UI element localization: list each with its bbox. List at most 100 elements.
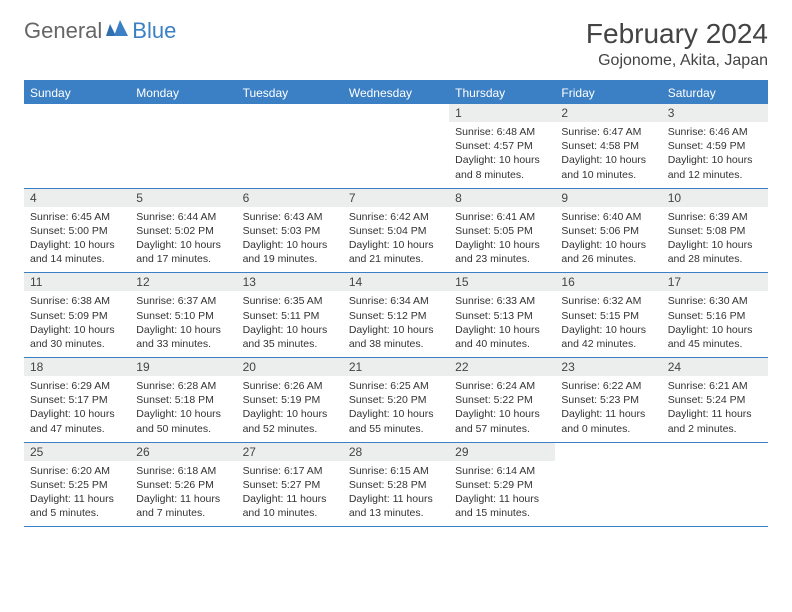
daylight-text: Daylight: 10 hours and 42 minutes.: [561, 323, 655, 351]
sunrise-text: Sunrise: 6:32 AM: [561, 294, 655, 308]
logo: General Blue: [24, 18, 176, 44]
day-header-saturday: Saturday: [662, 82, 768, 104]
sunrise-text: Sunrise: 6:29 AM: [30, 379, 124, 393]
day-details: Sunrise: 6:24 AMSunset: 5:22 PMDaylight:…: [449, 379, 555, 436]
daylight-text: Daylight: 10 hours and 8 minutes.: [455, 153, 549, 181]
sunrise-text: Sunrise: 6:15 AM: [349, 464, 443, 478]
day-details: Sunrise: 6:28 AMSunset: 5:18 PMDaylight:…: [130, 379, 236, 436]
calendar-cell: 27Sunrise: 6:17 AMSunset: 5:27 PMDayligh…: [237, 443, 343, 527]
sunrise-text: Sunrise: 6:30 AM: [668, 294, 762, 308]
day-number: [343, 104, 449, 108]
day-header-tuesday: Tuesday: [237, 82, 343, 104]
sunrise-text: Sunrise: 6:38 AM: [30, 294, 124, 308]
sunset-text: Sunset: 5:06 PM: [561, 224, 655, 238]
day-details: Sunrise: 6:47 AMSunset: 4:58 PMDaylight:…: [555, 125, 661, 182]
daylight-text: Daylight: 10 hours and 40 minutes.: [455, 323, 549, 351]
sunset-text: Sunset: 5:28 PM: [349, 478, 443, 492]
sunset-text: Sunset: 5:17 PM: [30, 393, 124, 407]
day-number: 19: [130, 358, 236, 376]
day-details: Sunrise: 6:46 AMSunset: 4:59 PMDaylight:…: [662, 125, 768, 182]
day-number: 1: [449, 104, 555, 122]
calendar-cell: 13Sunrise: 6:35 AMSunset: 5:11 PMDayligh…: [237, 273, 343, 357]
daylight-text: Daylight: 10 hours and 17 minutes.: [136, 238, 230, 266]
daylight-text: Daylight: 11 hours and 15 minutes.: [455, 492, 549, 520]
sunrise-text: Sunrise: 6:24 AM: [455, 379, 549, 393]
daylight-text: Daylight: 10 hours and 57 minutes.: [455, 407, 549, 435]
calendar-cell: [555, 443, 661, 527]
day-number: 16: [555, 273, 661, 291]
day-number: 4: [24, 189, 130, 207]
calendar-cell: 19 Sunrise: 6:28 AMSunset: 5:18 PMDayligh…: [130, 358, 236, 442]
day-header-friday: Friday: [555, 82, 661, 104]
sunset-text: Sunset: 5:04 PM: [349, 224, 443, 238]
day-number: 10: [662, 189, 768, 207]
day-details: Sunrise: 6:22 AMSunset: 5:23 PMDaylight:…: [555, 379, 661, 436]
sunset-text: Sunset: 5:00 PM: [30, 224, 124, 238]
daylight-text: Daylight: 10 hours and 23 minutes.: [455, 238, 549, 266]
calendar-body: 1Sunrise: 6:48 AMSunset: 4:57 PMDaylight…: [24, 104, 768, 527]
day-number: 22: [449, 358, 555, 376]
day-number: [662, 443, 768, 447]
day-number: 3: [662, 104, 768, 122]
day-details: Sunrise: 6:42 AMSunset: 5:04 PMDaylight:…: [343, 210, 449, 267]
sunset-text: Sunset: 5:03 PM: [243, 224, 337, 238]
sunset-text: Sunset: 5:02 PM: [136, 224, 230, 238]
calendar-cell: 15Sunrise: 6:33 AMSunset: 5:13 PMDayligh…: [449, 273, 555, 357]
sunrise-text: Sunrise: 6:21 AM: [668, 379, 762, 393]
sunset-text: Sunset: 5:13 PM: [455, 309, 549, 323]
calendar-cell: 4Sunrise: 6:45 AMSunset: 5:00 PMDaylight…: [24, 189, 130, 273]
sunrise-text: Sunrise: 6:41 AM: [455, 210, 549, 224]
day-number: 24: [662, 358, 768, 376]
calendar-cell: [24, 104, 130, 188]
daylight-text: Daylight: 10 hours and 55 minutes.: [349, 407, 443, 435]
calendar-week: 11Sunrise: 6:38 AMSunset: 5:09 PMDayligh…: [24, 273, 768, 358]
day-number: [130, 104, 236, 108]
sunset-text: Sunset: 5:19 PM: [243, 393, 337, 407]
daylight-text: Daylight: 10 hours and 14 minutes.: [30, 238, 124, 266]
calendar-cell: 2 Sunrise: 6:47 AMSunset: 4:58 PMDaylight…: [555, 104, 661, 188]
day-details: Sunrise: 6:20 AMSunset: 5:25 PMDaylight:…: [24, 464, 130, 521]
month-title: February 2024: [586, 18, 768, 50]
calendar-cell: 26Sunrise: 6:18 AMSunset: 5:26 PMDayligh…: [130, 443, 236, 527]
daylight-text: Daylight: 11 hours and 13 minutes.: [349, 492, 443, 520]
sunset-text: Sunset: 5:23 PM: [561, 393, 655, 407]
sunrise-text: Sunrise: 6:37 AM: [136, 294, 230, 308]
sunrise-text: Sunrise: 6:18 AM: [136, 464, 230, 478]
page-header: General Blue February 2024 Gojonome, Aki…: [24, 18, 768, 70]
day-number: [555, 443, 661, 447]
sunset-text: Sunset: 5:24 PM: [668, 393, 762, 407]
sunrise-text: Sunrise: 6:22 AM: [561, 379, 655, 393]
sunrise-text: Sunrise: 6:46 AM: [668, 125, 762, 139]
daylight-text: Daylight: 10 hours and 21 minutes.: [349, 238, 443, 266]
calendar-cell: 12Sunrise: 6:37 AMSunset: 5:10 PMDayligh…: [130, 273, 236, 357]
calendar-cell: 1Sunrise: 6:48 AMSunset: 4:57 PMDaylight…: [449, 104, 555, 188]
calendar-cell: 28Sunrise: 6:15 AMSunset: 5:28 PMDayligh…: [343, 443, 449, 527]
daylight-text: Daylight: 10 hours and 19 minutes.: [243, 238, 337, 266]
day-details: Sunrise: 6:33 AMSunset: 5:13 PMDaylight:…: [449, 294, 555, 351]
day-details: Sunrise: 6:30 AMSunset: 5:16 PMDaylight:…: [662, 294, 768, 351]
day-number: 6: [237, 189, 343, 207]
calendar-cell: [343, 104, 449, 188]
day-details: Sunrise: 6:14 AMSunset: 5:29 PMDaylight:…: [449, 464, 555, 521]
sunrise-text: Sunrise: 6:14 AM: [455, 464, 549, 478]
sunset-text: Sunset: 5:18 PM: [136, 393, 230, 407]
day-number: 11: [24, 273, 130, 291]
day-details: Sunrise: 6:44 AMSunset: 5:02 PMDaylight:…: [130, 210, 236, 267]
calendar: Sunday Monday Tuesday Wednesday Thursday…: [24, 80, 768, 527]
sunset-text: Sunset: 5:08 PM: [668, 224, 762, 238]
calendar-week: 1Sunrise: 6:48 AMSunset: 4:57 PMDaylight…: [24, 104, 768, 189]
calendar-cell: 23 Sunrise: 6:22 AMSunset: 5:23 PMDayligh…: [555, 358, 661, 442]
daylight-text: Daylight: 11 hours and 7 minutes.: [136, 492, 230, 520]
calendar-cell: 17 Sunrise: 6:30 AMSunset: 5:16 PMDayligh…: [662, 273, 768, 357]
day-number: 2: [555, 104, 661, 122]
day-number: 23: [555, 358, 661, 376]
day-details: Sunrise: 6:43 AMSunset: 5:03 PMDaylight:…: [237, 210, 343, 267]
sunset-text: Sunset: 5:26 PM: [136, 478, 230, 492]
daylight-text: Daylight: 10 hours and 38 minutes.: [349, 323, 443, 351]
day-details: Sunrise: 6:39 AMSunset: 5:08 PMDaylight:…: [662, 210, 768, 267]
daylight-text: Daylight: 10 hours and 50 minutes.: [136, 407, 230, 435]
day-number: 5: [130, 189, 236, 207]
sunset-text: Sunset: 5:25 PM: [30, 478, 124, 492]
calendar-cell: 7Sunrise: 6:42 AMSunset: 5:04 PMDaylight…: [343, 189, 449, 273]
day-number: 17: [662, 273, 768, 291]
